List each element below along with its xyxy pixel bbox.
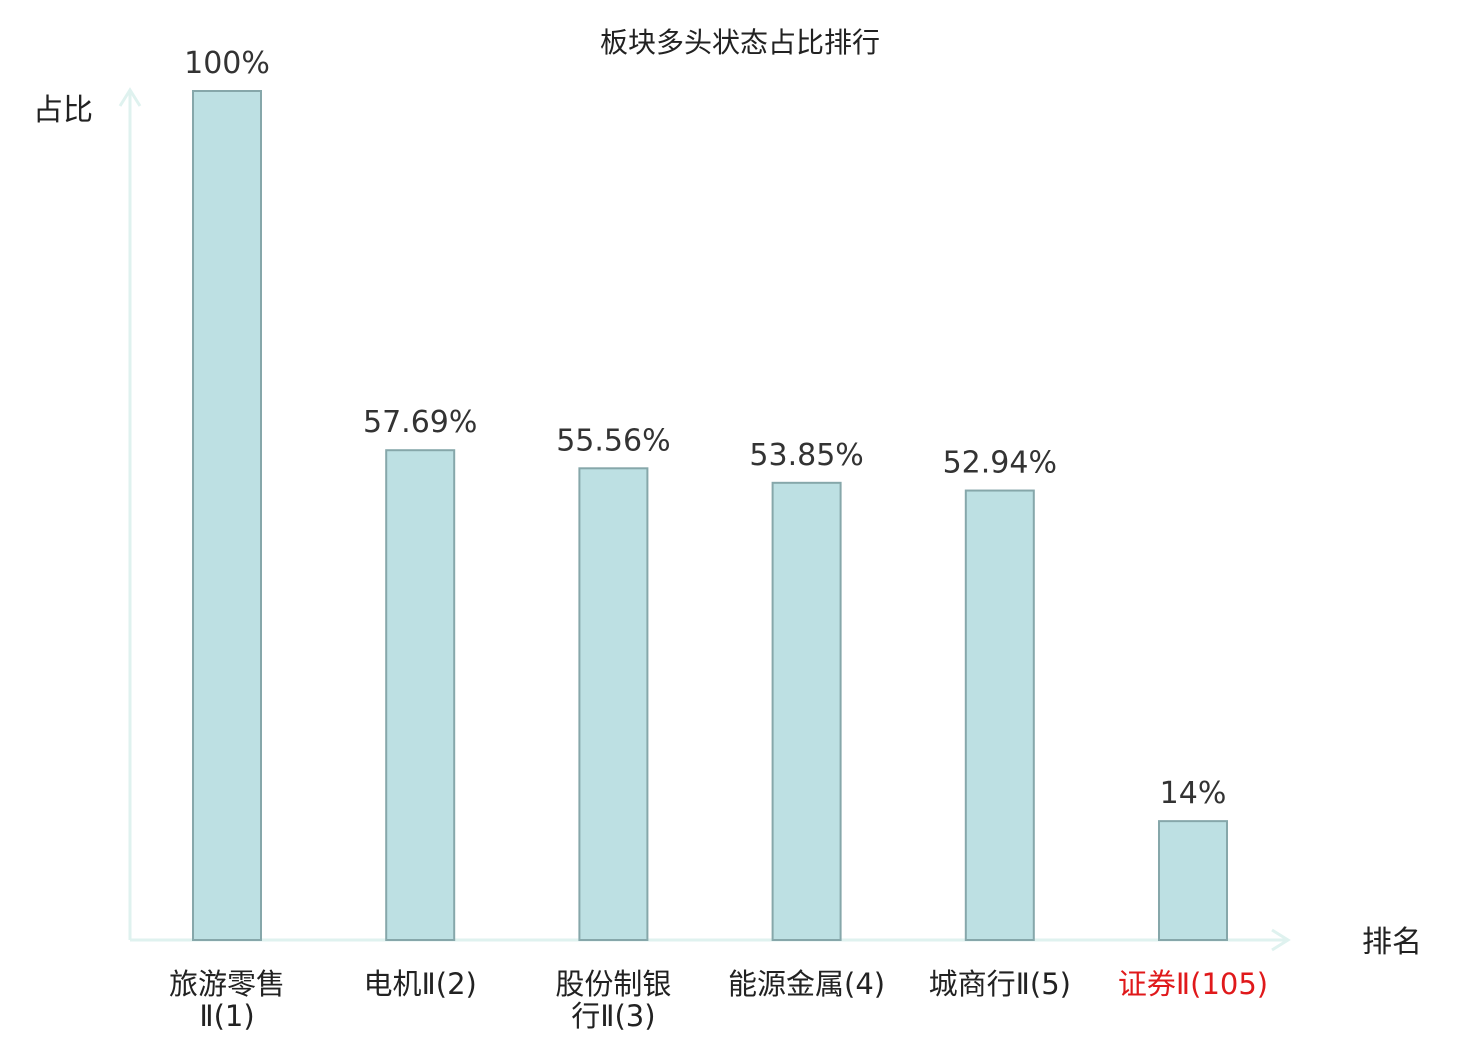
bars xyxy=(192,90,1228,942)
y-axis-label: 占比 xyxy=(33,93,93,128)
category-label: 行Ⅱ(3) xyxy=(571,999,655,1033)
bar-value-label: 55.56% xyxy=(556,423,670,458)
value-labels: 100% 57.69% 55.56% 53.85% 52.94% 14% xyxy=(184,46,1226,811)
bar xyxy=(964,489,1035,941)
bar xyxy=(771,481,842,941)
category-label: 证券Ⅱ(105) xyxy=(1118,967,1268,1001)
category-label: 城商行Ⅱ(5) xyxy=(929,967,1071,1001)
bar-value-label: 100% xyxy=(184,46,270,81)
chart-title: 板块多头状态占比排行 xyxy=(600,26,880,59)
category-label: 能源金属(4) xyxy=(728,967,885,1001)
category-label: 股份制银 xyxy=(555,967,671,1001)
bar-value-label: 52.94% xyxy=(943,446,1057,481)
y-axis-arrow xyxy=(118,87,142,107)
bar xyxy=(578,467,649,941)
bar-value-label: 14% xyxy=(1160,776,1227,811)
bar-value-label: 53.85% xyxy=(749,438,863,473)
category-label: 旅游零售 xyxy=(169,967,285,1001)
bar-value-label: 57.69% xyxy=(363,405,477,440)
bar xyxy=(1158,820,1228,942)
bar xyxy=(385,449,456,941)
bar xyxy=(192,90,262,941)
x-axis-arrow xyxy=(1271,928,1291,952)
x-axis-label: 排名 xyxy=(1362,925,1422,960)
category-label: 电机Ⅱ(2) xyxy=(364,967,477,1001)
category-label: Ⅱ(1) xyxy=(199,999,254,1033)
axes xyxy=(118,87,1291,952)
